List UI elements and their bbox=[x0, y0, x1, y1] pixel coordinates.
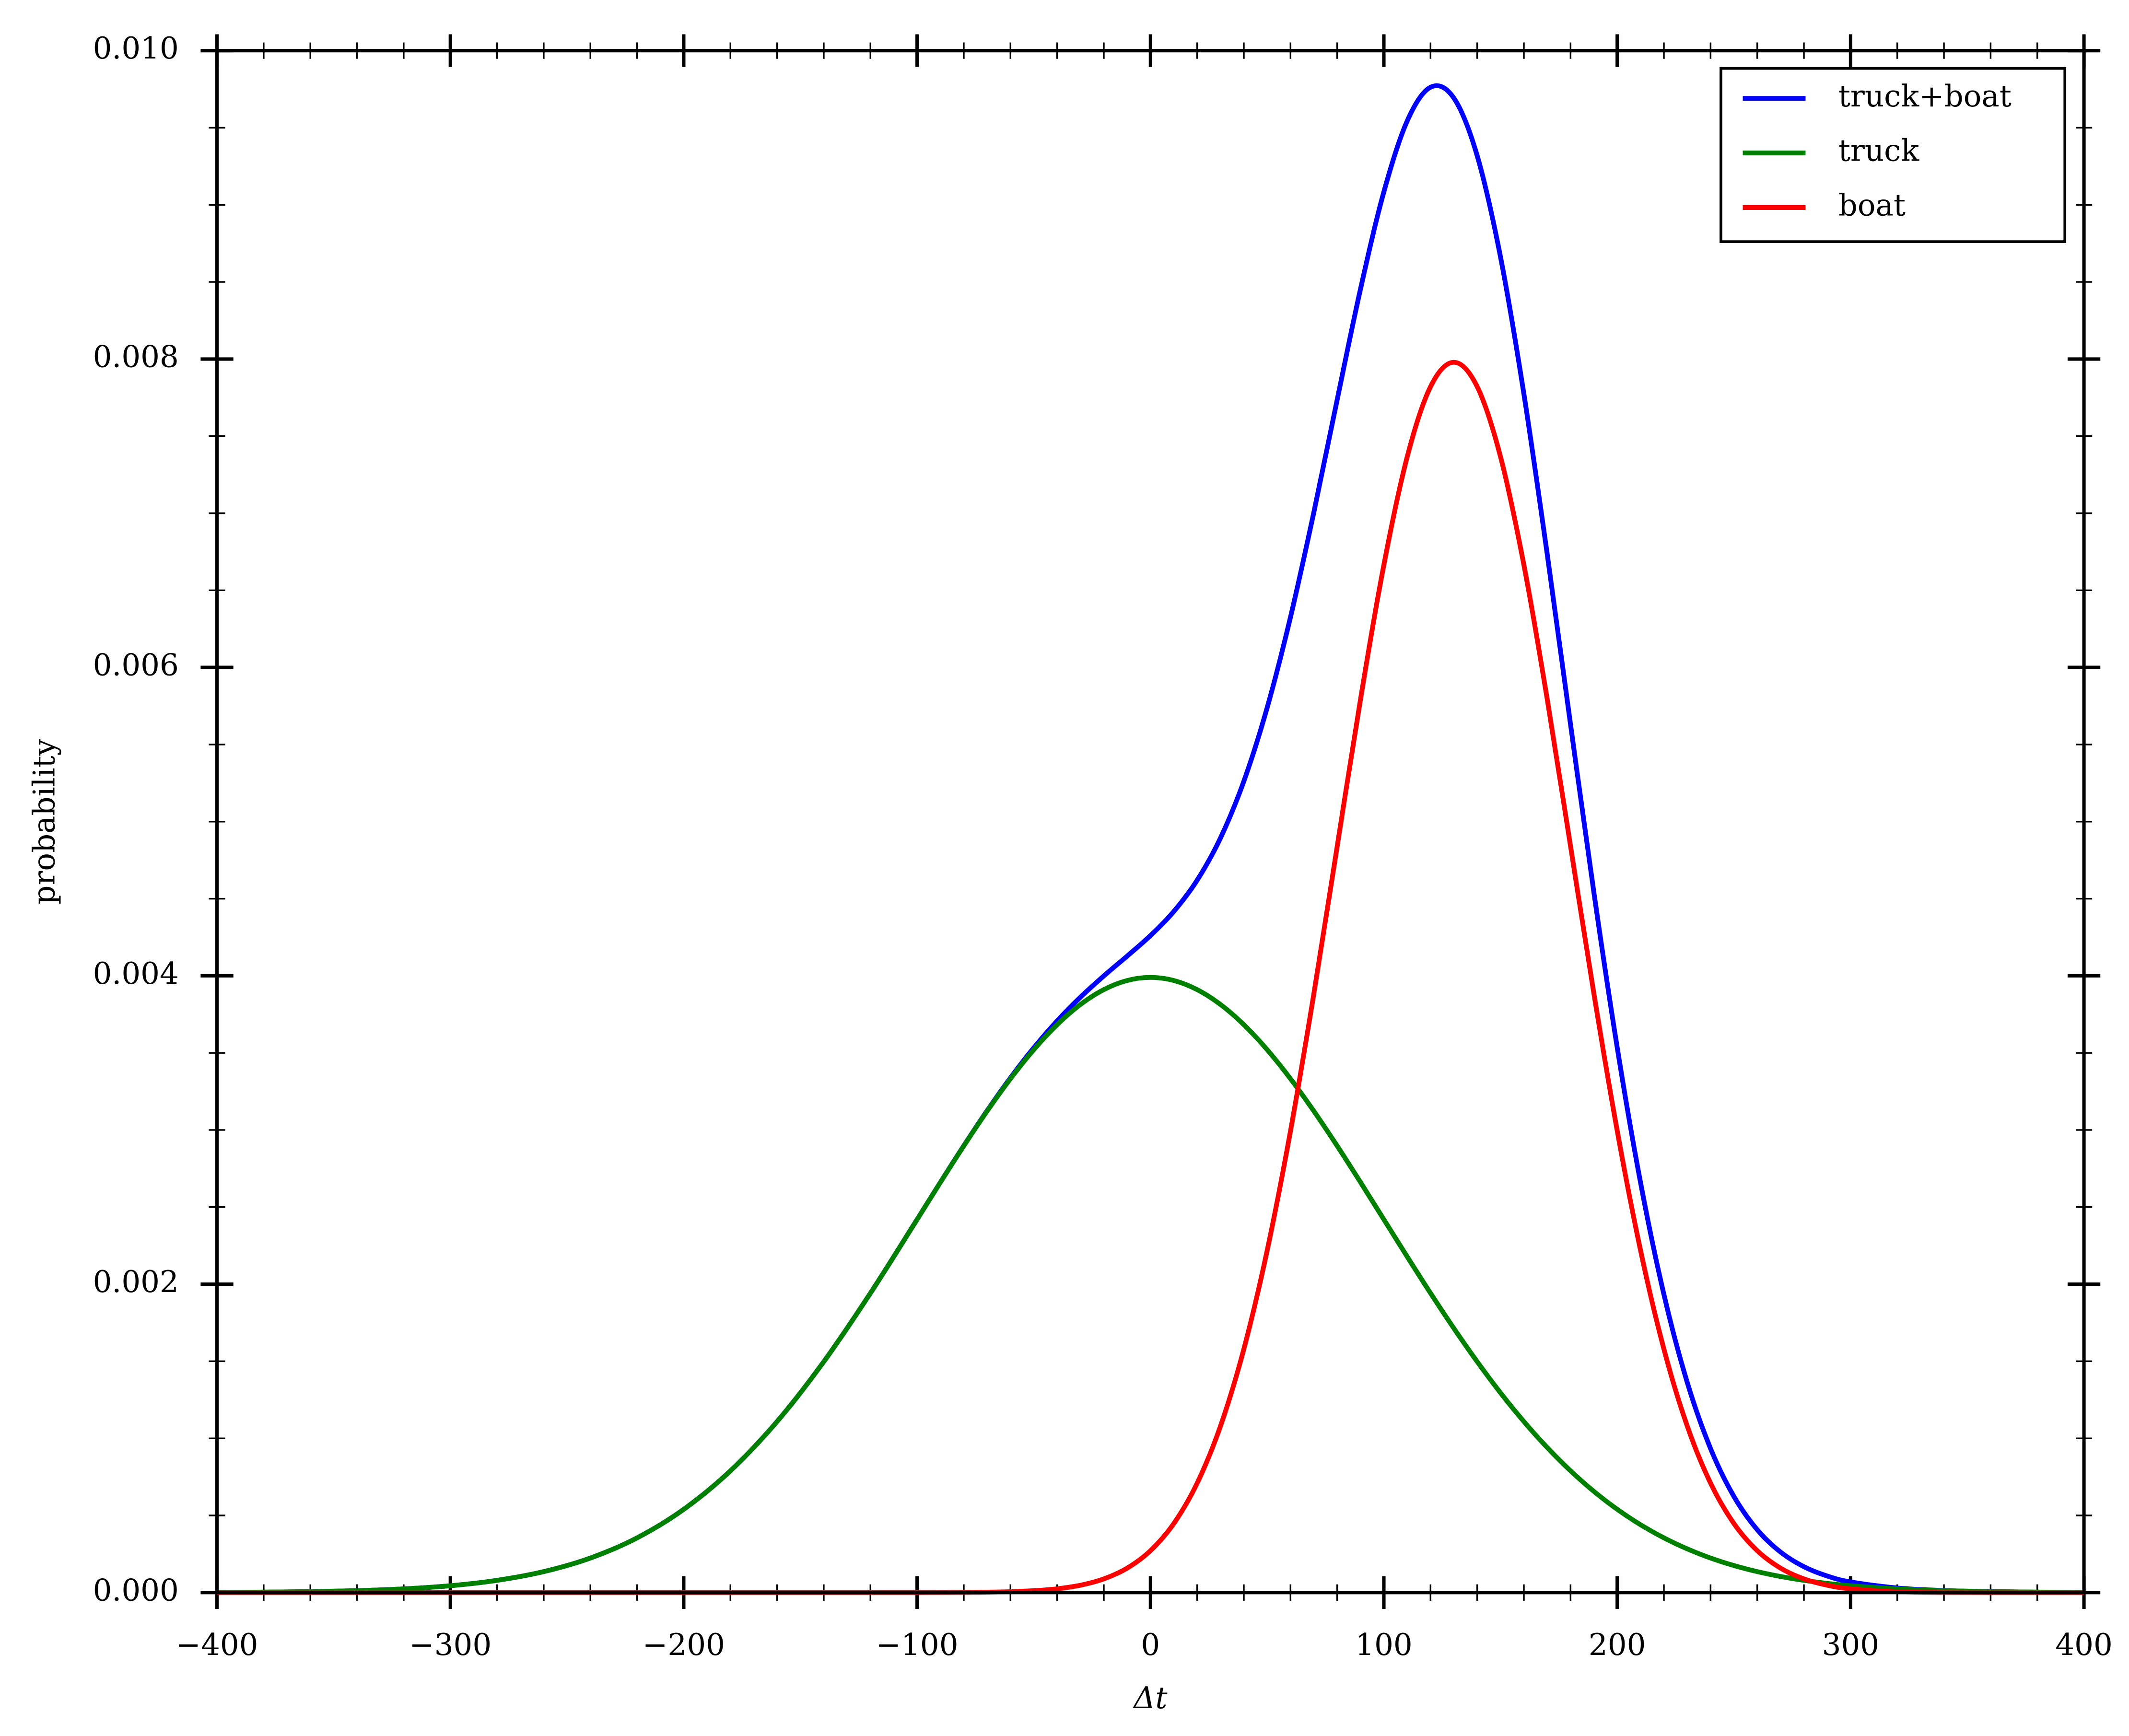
x-tick-label: 300 bbox=[1822, 1627, 1880, 1662]
legend-label: truck+boat bbox=[1838, 79, 2012, 114]
x-tick-label: −100 bbox=[876, 1627, 959, 1662]
x-tick-label: 400 bbox=[2055, 1627, 2113, 1662]
y-tick-label: 0.002 bbox=[93, 1264, 179, 1299]
y-tick-label: 0.004 bbox=[93, 956, 179, 991]
x-tick-label: 0 bbox=[1141, 1627, 1160, 1662]
line-series bbox=[217, 975, 2084, 1595]
x-tick-label: 200 bbox=[1589, 1627, 1646, 1662]
y-axis-label: probability bbox=[26, 738, 61, 904]
x-tick-label: −200 bbox=[643, 1627, 725, 1662]
x-tick-label: 100 bbox=[1355, 1627, 1413, 1662]
legend-label: boat bbox=[1838, 187, 1906, 222]
y-tick-label: 0.006 bbox=[93, 648, 179, 683]
x-tick-label: −400 bbox=[176, 1627, 258, 1662]
legend-label: truck bbox=[1838, 133, 1919, 168]
y-tick-label: 0.008 bbox=[93, 339, 179, 374]
line-series bbox=[217, 83, 2084, 1595]
x-axis-label: Δt bbox=[1132, 1680, 1168, 1715]
x-tick-label: −300 bbox=[409, 1627, 491, 1662]
y-tick-label: 0.010 bbox=[93, 31, 179, 66]
plot-frame bbox=[215, 49, 2086, 1595]
y-tick-label: 0.000 bbox=[93, 1573, 179, 1608]
